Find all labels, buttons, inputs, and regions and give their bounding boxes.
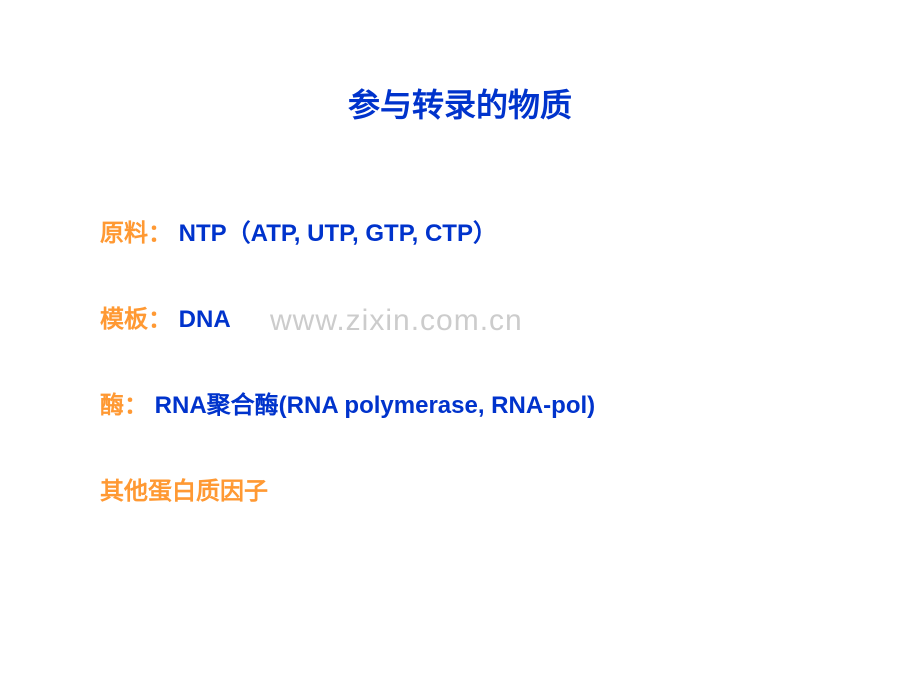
value-template: DNA: [172, 306, 231, 333]
content-line-template: 模板： DNA: [100, 302, 820, 338]
value-enzyme: RNA聚合酶(RNA polymerase, RNA-pol): [148, 392, 595, 419]
label-enzyme: 酶：: [100, 392, 148, 419]
label-materials: 原料：: [100, 220, 172, 247]
label-template: 模板：: [100, 306, 172, 333]
label-other: 其他蛋白质因子: [100, 478, 268, 505]
slide-title: 参与转录的物质: [100, 80, 820, 126]
content-wrapper: 参与转录的物质 原料： NTP（ATP, UTP, GTP, CTP） 模板： …: [100, 80, 820, 510]
value-materials: NTP（ATP, UTP, GTP, CTP）: [172, 220, 497, 247]
content-line-enzyme: 酶： RNA聚合酶(RNA polymerase, RNA-pol): [100, 388, 820, 424]
slide-container: www.zixin.com.cn 参与转录的物质 原料： NTP（ATP, UT…: [0, 0, 920, 690]
content-line-other: 其他蛋白质因子: [100, 474, 820, 510]
content-line-materials: 原料： NTP（ATP, UTP, GTP, CTP）: [100, 216, 820, 252]
